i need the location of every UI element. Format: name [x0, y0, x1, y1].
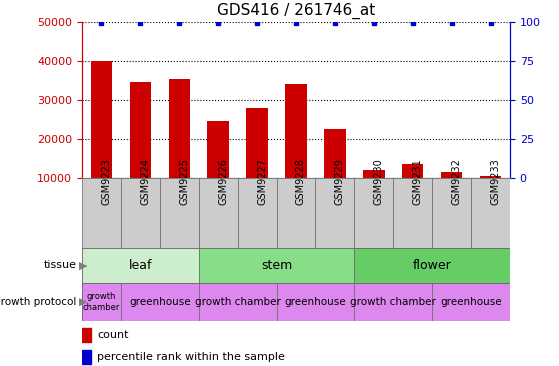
Text: tissue: tissue — [44, 261, 77, 270]
Bar — [354, 178, 394, 248]
Bar — [432, 283, 510, 321]
Bar — [315, 178, 354, 248]
Text: percentile rank within the sample: percentile rank within the sample — [97, 352, 285, 362]
Bar — [160, 178, 199, 248]
Bar — [121, 178, 160, 248]
Bar — [199, 283, 277, 321]
Text: GSM9227: GSM9227 — [257, 158, 267, 205]
Text: growth chamber: growth chamber — [195, 297, 281, 307]
Bar — [199, 178, 238, 248]
Bar — [471, 178, 510, 248]
Text: greenhouse: greenhouse — [129, 297, 191, 307]
Text: GSM9226: GSM9226 — [218, 158, 228, 205]
Bar — [91, 61, 112, 217]
Bar — [121, 283, 199, 321]
Bar — [207, 122, 229, 217]
Text: GSM9223: GSM9223 — [101, 158, 111, 205]
Text: GSM9232: GSM9232 — [452, 158, 462, 205]
Bar — [169, 79, 190, 217]
Bar — [402, 164, 423, 217]
Text: GSM9229: GSM9229 — [335, 158, 345, 205]
Text: growth
chamber: growth chamber — [83, 292, 120, 312]
Text: ▶: ▶ — [79, 297, 88, 307]
Bar — [277, 178, 315, 248]
Text: ▶: ▶ — [79, 261, 88, 270]
Title: GDS416 / 261746_at: GDS416 / 261746_at — [217, 3, 375, 19]
Bar — [394, 178, 432, 248]
Bar — [82, 248, 199, 283]
Text: greenhouse: greenhouse — [440, 297, 502, 307]
Text: count: count — [97, 330, 129, 340]
Bar — [441, 172, 462, 217]
Bar — [238, 178, 277, 248]
Bar — [82, 350, 91, 364]
Bar — [324, 129, 345, 217]
Bar — [247, 108, 268, 217]
Text: GSM9224: GSM9224 — [140, 158, 150, 205]
Text: GSM9230: GSM9230 — [374, 158, 384, 205]
Text: stem: stem — [261, 259, 292, 272]
Text: growth protocol: growth protocol — [0, 297, 77, 307]
Bar — [82, 178, 121, 248]
Text: GSM9231: GSM9231 — [413, 158, 423, 205]
Bar — [82, 283, 121, 321]
Bar — [354, 283, 432, 321]
Bar — [277, 283, 354, 321]
Bar — [130, 82, 151, 217]
Text: leaf: leaf — [129, 259, 152, 272]
Text: GSM9233: GSM9233 — [491, 158, 500, 205]
Text: GSM9225: GSM9225 — [179, 158, 190, 205]
Bar — [432, 178, 471, 248]
Text: greenhouse: greenhouse — [285, 297, 346, 307]
Bar — [480, 176, 501, 217]
Bar — [285, 85, 307, 217]
Bar — [363, 170, 385, 217]
Text: GSM9228: GSM9228 — [296, 158, 306, 205]
Text: growth chamber: growth chamber — [350, 297, 436, 307]
Bar — [199, 248, 354, 283]
Bar — [82, 328, 91, 342]
Text: flower: flower — [413, 259, 452, 272]
Bar — [354, 248, 510, 283]
